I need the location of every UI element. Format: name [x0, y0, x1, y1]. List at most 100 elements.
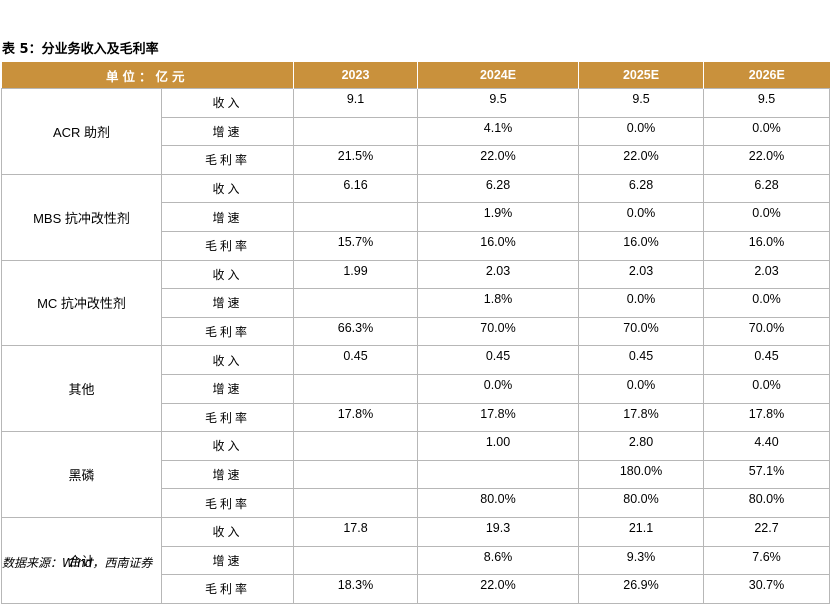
header-2025e: 2025E — [578, 62, 704, 89]
metric-label: 收入 — [160, 516, 295, 547]
value-cell — [293, 545, 419, 576]
value-cell — [293, 373, 419, 404]
table-row: 增速 1.8% 0.0% 0.0% — [2, 288, 831, 318]
value-cell: 2.03 — [703, 259, 831, 290]
header-2026e: 2026E — [703, 62, 830, 89]
value-cell — [293, 116, 419, 147]
value-cell: 9.1 — [293, 88, 419, 118]
value-cell: 8.6% — [417, 545, 580, 576]
value-cell: 1.00 — [417, 431, 580, 461]
metric-label: 收入 — [160, 345, 295, 375]
value-cell — [293, 431, 419, 461]
value-cell: 2.03 — [578, 259, 705, 290]
metric-label: 毛利率 — [160, 230, 295, 261]
metric-label: 毛利率 — [160, 316, 295, 347]
segment-name: 黑磷 — [1, 431, 162, 518]
table-body: ACR 助剂 收入 9.1 9.5 9.5 9.5 增速 4.1% 0.0% 0.0% 毛利率 21.… — [1, 88, 831, 604]
header-unit: 单位：亿元 — [1, 62, 294, 89]
metric-label: 毛利率 — [160, 574, 295, 604]
segment-name: MBS 抗冲改性剂 — [1, 173, 162, 261]
metric-label: 毛利率 — [160, 402, 295, 433]
table-row: 增速 8.6% 9.3% 7.6% — [2, 545, 831, 576]
segment-name: MC 抗冲改性剂 — [1, 259, 162, 347]
value-cell: 0.0% — [703, 202, 831, 232]
value-cell: 21.1 — [578, 516, 705, 547]
table-row: 毛利率 21.5% 22.0% 22.0% 22.0% — [2, 145, 831, 175]
metric-label: 收入 — [160, 259, 295, 290]
value-cell: 17.8% — [578, 402, 705, 433]
value-cell: 6.28 — [578, 173, 705, 204]
value-cell: 30.7% — [703, 574, 831, 604]
value-cell: 22.0% — [578, 145, 705, 175]
value-cell: 6.28 — [703, 173, 831, 204]
value-cell: 0.0% — [703, 116, 831, 147]
value-cell: 15.7% — [293, 230, 419, 261]
value-cell: 0.45 — [417, 345, 580, 375]
value-cell: 4.1% — [417, 116, 580, 147]
value-cell: 0.45 — [703, 345, 831, 375]
value-cell: 70.0% — [578, 316, 705, 347]
header-2024e: 2024E — [417, 62, 579, 89]
metric-label: 毛利率 — [160, 145, 295, 175]
value-cell — [293, 459, 419, 490]
value-cell — [293, 202, 419, 232]
value-cell: 6.28 — [417, 173, 580, 204]
value-cell: 9.3% — [578, 545, 705, 576]
value-cell: 18.3% — [293, 574, 419, 604]
value-cell: 17.8% — [417, 402, 580, 433]
value-cell: 9.5 — [578, 88, 705, 118]
value-cell: 16.0% — [578, 230, 705, 261]
header-2023: 2023 — [293, 62, 418, 89]
value-cell: 0.0% — [578, 116, 705, 147]
value-cell: 80.0% — [417, 488, 580, 518]
value-cell: 21.5% — [293, 145, 419, 175]
value-cell: 16.0% — [417, 230, 580, 261]
value-cell: 0.0% — [417, 373, 580, 404]
table-row: 其他 收入 0.45 0.45 0.45 0.45 — [1, 345, 831, 433]
value-cell: 57.1% — [703, 459, 831, 490]
table-row: 增速 1.9% 0.0% 0.0% — [2, 202, 831, 232]
value-cell: 0.45 — [293, 345, 419, 375]
value-cell: 0.0% — [703, 288, 831, 318]
value-cell: 4.40 — [703, 431, 831, 461]
value-cell: 1.8% — [417, 288, 580, 318]
value-cell — [417, 459, 580, 490]
table-row: 黑磷 收入 1.00 2.80 4.40 — [1, 431, 831, 518]
value-cell: 22.7 — [703, 516, 831, 547]
value-cell: 22.0% — [417, 145, 580, 175]
value-cell: 70.0% — [703, 316, 831, 347]
metric-label: 增速 — [160, 288, 295, 318]
value-cell: 9.5 — [417, 88, 580, 118]
table-title: 表 5：分业务收入及毛利率 — [2, 42, 159, 57]
metric-label: 收入 — [160, 431, 295, 461]
value-cell: 66.3% — [293, 316, 419, 347]
value-cell: 17.8 — [293, 516, 419, 547]
table-row: MC 抗冲改性剂 收入 1.99 2.03 2.03 2.03 — [1, 259, 831, 347]
value-cell: 0.0% — [578, 288, 705, 318]
value-cell: 2.03 — [417, 259, 580, 290]
table-row: 毛利率 80.0% 80.0% 80.0% — [2, 488, 831, 518]
value-cell: 17.8% — [293, 402, 419, 433]
table-row: 增速 0.0% 0.0% 0.0% — [2, 373, 831, 404]
value-cell: 9.5 — [703, 88, 831, 118]
value-cell: 2.80 — [578, 431, 705, 461]
value-cell: 17.8% — [703, 402, 831, 433]
table-row: 增速 180.0% 57.1% — [2, 459, 831, 490]
value-cell — [293, 488, 419, 518]
value-cell: 0.45 — [578, 345, 705, 375]
value-cell: 1.9% — [417, 202, 580, 232]
metric-label: 增速 — [160, 202, 295, 232]
table-row: 毛利率 66.3% 70.0% 70.0% 70.0% — [2, 316, 831, 347]
value-cell: 180.0% — [578, 459, 705, 490]
revenue-margin-table: 单位：亿元 2023 2024E 2025E 2026E ACR 助剂 收入 9.1… — [1, 62, 831, 604]
value-cell — [293, 288, 419, 318]
value-cell: 22.0% — [703, 145, 831, 175]
value-cell: 0.0% — [578, 202, 705, 232]
value-cell: 0.0% — [703, 373, 831, 404]
value-cell: 80.0% — [703, 488, 831, 518]
value-cell: 19.3 — [417, 516, 580, 547]
table-row: ACR 助剂 收入 9.1 9.5 9.5 9.5 — [1, 88, 831, 175]
metric-label: 增速 — [160, 116, 295, 147]
segment-name: 其他 — [1, 345, 162, 433]
table-row: 毛利率 17.8% 17.8% 17.8% 17.8% — [2, 402, 831, 433]
